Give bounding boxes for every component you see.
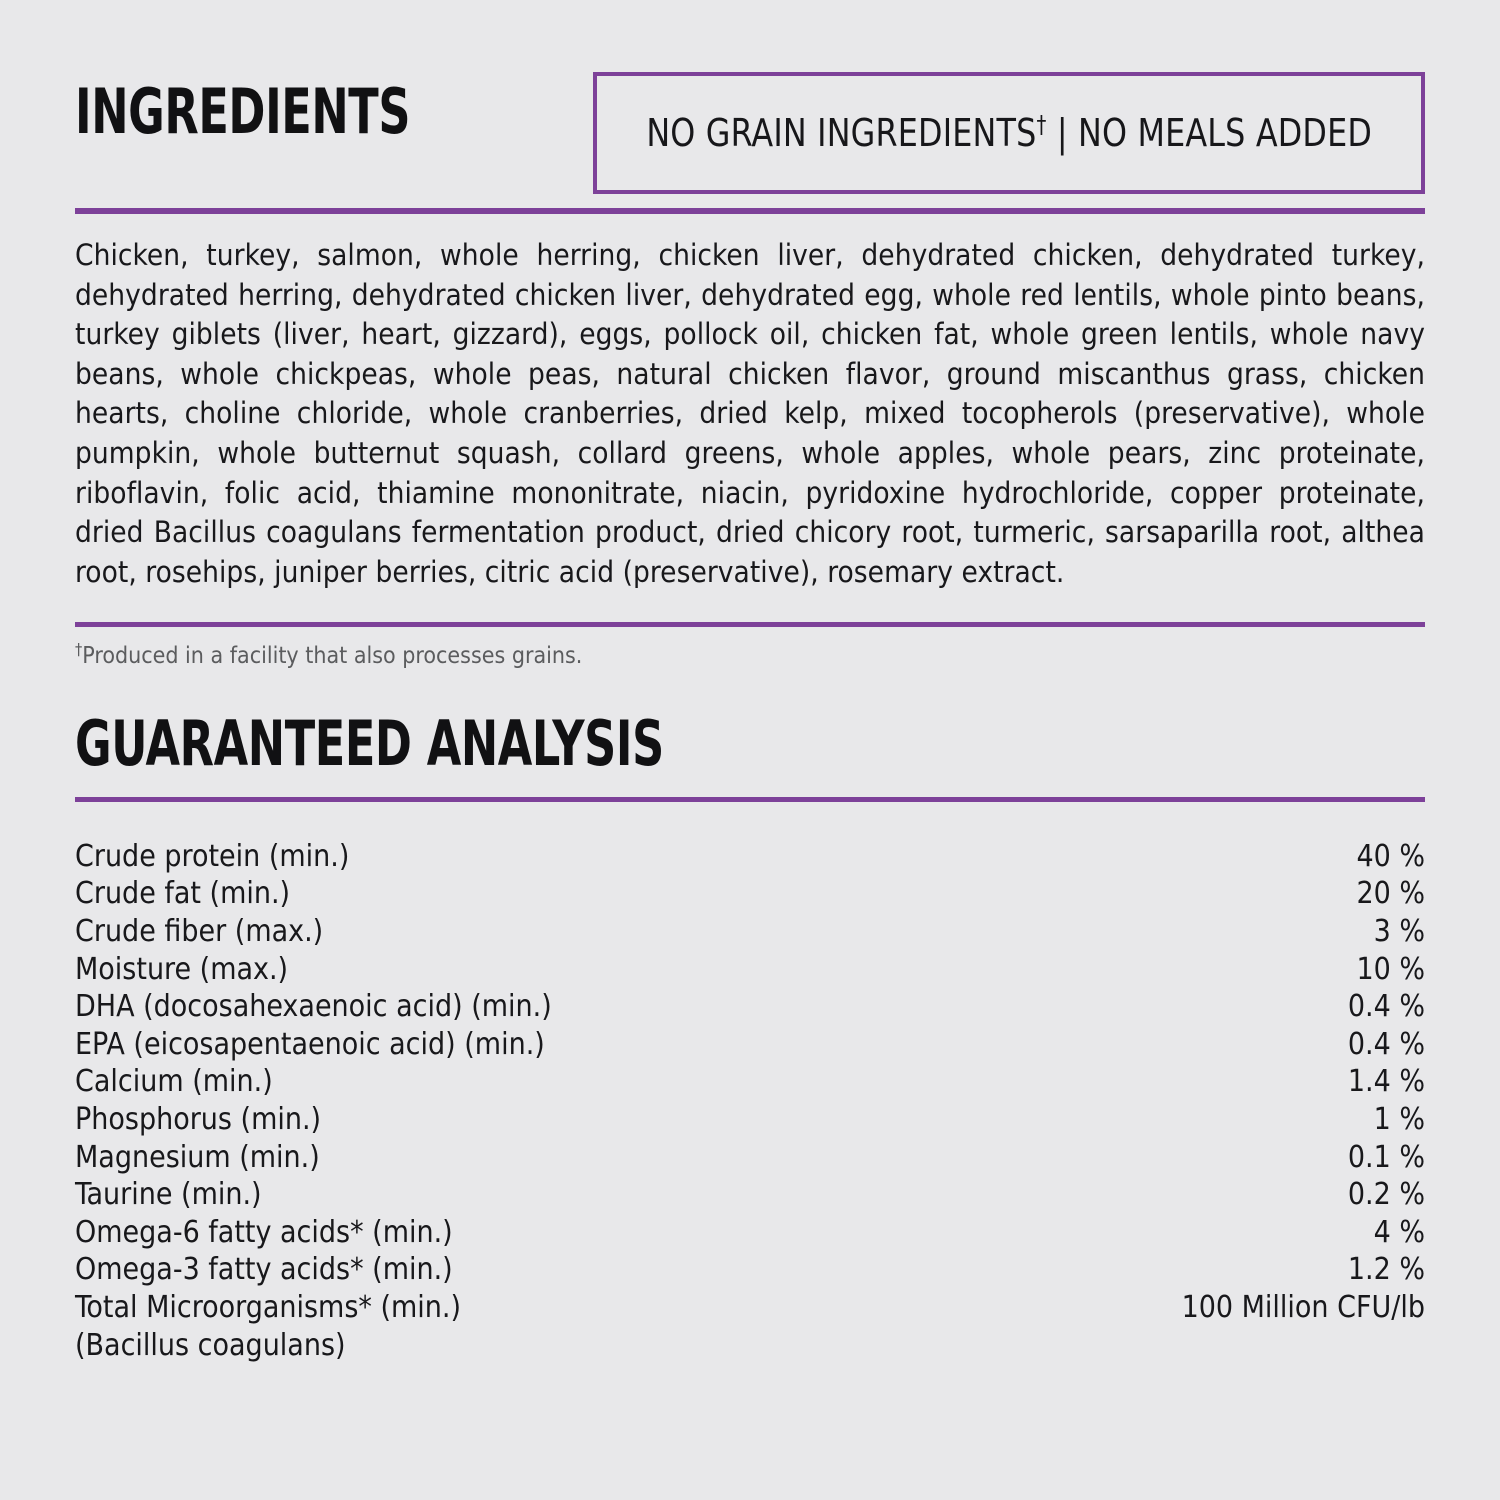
table-row: Crude fat (min.) 20 %	[75, 875, 1425, 913]
nutrient-value: 3 %	[1373, 914, 1425, 950]
nutrient-value: 1.2 %	[1347, 1252, 1425, 1288]
nutrient-value: 4 %	[1373, 1214, 1425, 1250]
nutrient-label: Crude protein (min.)	[75, 838, 350, 874]
table-row: Total Microorganisms* (min.) 100 Million…	[75, 1289, 1425, 1327]
table-row: Omega-3 fatty acids* (min.) 1.2 %	[75, 1251, 1425, 1289]
guaranteed-analysis-divider	[75, 796, 1425, 802]
badge-rest-text: | NO MEALS ADDED	[1046, 111, 1372, 155]
table-row: Taurine (min.) 0.2 %	[75, 1176, 1425, 1214]
nutrient-value: 10 %	[1356, 951, 1425, 987]
no-grain-badge: NO GRAIN INGREDIENTS† | NO MEALS ADDED	[592, 72, 1425, 194]
footnote-dagger-symbol: †	[75, 639, 83, 659]
ingredients-header-row: INGREDIENTS NO GRAIN INGREDIENTS† | NO M…	[75, 72, 1425, 194]
table-row: DHA (docosahexaenoic acid) (min.) 0.4 %	[75, 988, 1425, 1026]
table-row: Moisture (max.) 10 %	[75, 951, 1425, 989]
table-row: Omega-6 fatty acids* (min.) 4 %	[75, 1214, 1425, 1252]
nutrient-label: Calcium (min.)	[75, 1064, 273, 1100]
nutrient-label: Magnesium (min.)	[75, 1139, 320, 1175]
nutrient-label: Moisture (max.)	[75, 951, 289, 987]
nutrient-label: Phosphorus (min.)	[75, 1102, 322, 1137]
table-row: Calcium (min.) 1.4 %	[75, 1063, 1425, 1101]
ingredients-footnote: †Produced in a facility that also proces…	[75, 641, 1425, 671]
table-row: Magnesium (min.) 0.1 %	[75, 1139, 1425, 1177]
nutrient-label: Taurine (min.)	[75, 1177, 262, 1213]
badge-main-text: NO GRAIN INGREDIENTS	[645, 111, 1037, 155]
nutrient-label: Omega-6 fatty acids* (min.)	[75, 1214, 453, 1250]
no-grain-badge-label: NO GRAIN INGREDIENTS† | NO MEALS ADDED	[646, 111, 1372, 155]
nutrient-label: (Bacillus coagulans)	[75, 1327, 346, 1363]
badge-dagger-symbol: †	[1036, 110, 1047, 139]
table-row: Crude protein (min.) 40 %	[75, 838, 1425, 876]
nutrient-value: 100 Million CFU/lb	[1181, 1289, 1425, 1325]
guaranteed-analysis-section: GUARANTEED ANALYSIS Crude protein (min.)…	[75, 706, 1425, 1364]
guaranteed-analysis-title: GUARANTEED ANALYSIS	[75, 706, 664, 780]
nutrient-label: Omega-3 fatty acids* (min.)	[75, 1252, 453, 1288]
nutrient-label: EPA (eicosapentaenoic acid) (min.)	[75, 1026, 545, 1062]
nutrient-value: 0.4 %	[1347, 989, 1425, 1025]
nutrient-value: 40 %	[1356, 838, 1425, 874]
footnote-text: Produced in a facility that also process…	[82, 642, 583, 669]
ingredients-divider-top	[75, 208, 1425, 214]
ingredients-divider-bottom	[75, 621, 1425, 627]
ingredients-list-text: Chicken, turkey, salmon, whole herring, …	[75, 238, 1425, 589]
table-row: Crude fiber (max.) 3 %	[75, 913, 1425, 951]
nutrient-value: 0.1 %	[1347, 1139, 1425, 1175]
nutrient-label: DHA (docosahexaenoic acid) (min.)	[75, 989, 552, 1025]
nutrient-value: 0.4 %	[1347, 1026, 1425, 1062]
table-row: (Bacillus coagulans)	[75, 1327, 1425, 1365]
nutrient-value: 1.4 %	[1347, 1064, 1425, 1100]
guaranteed-analysis-table: Crude protein (min.) 40 % Crude fat (min…	[75, 838, 1425, 1364]
nutrient-label: Crude fiber (max.)	[75, 914, 324, 950]
table-row: Phosphorus (min.) 1 %	[75, 1101, 1425, 1139]
nutrient-value: 0.2 %	[1347, 1177, 1425, 1213]
nutrient-label: Crude fat (min.)	[75, 876, 291, 912]
nutrient-label: Total Microorganisms* (min.)	[75, 1289, 462, 1325]
nutrient-value: 20 %	[1356, 876, 1425, 912]
nutrient-value: 1 %	[1373, 1102, 1425, 1137]
ingredients-title: INGREDIENTS	[75, 75, 411, 148]
ingredients-section: INGREDIENTS NO GRAIN INGREDIENTS† | NO M…	[75, 0, 1425, 671]
table-row: EPA (eicosapentaenoic acid) (min.) 0.4 %	[75, 1026, 1425, 1064]
